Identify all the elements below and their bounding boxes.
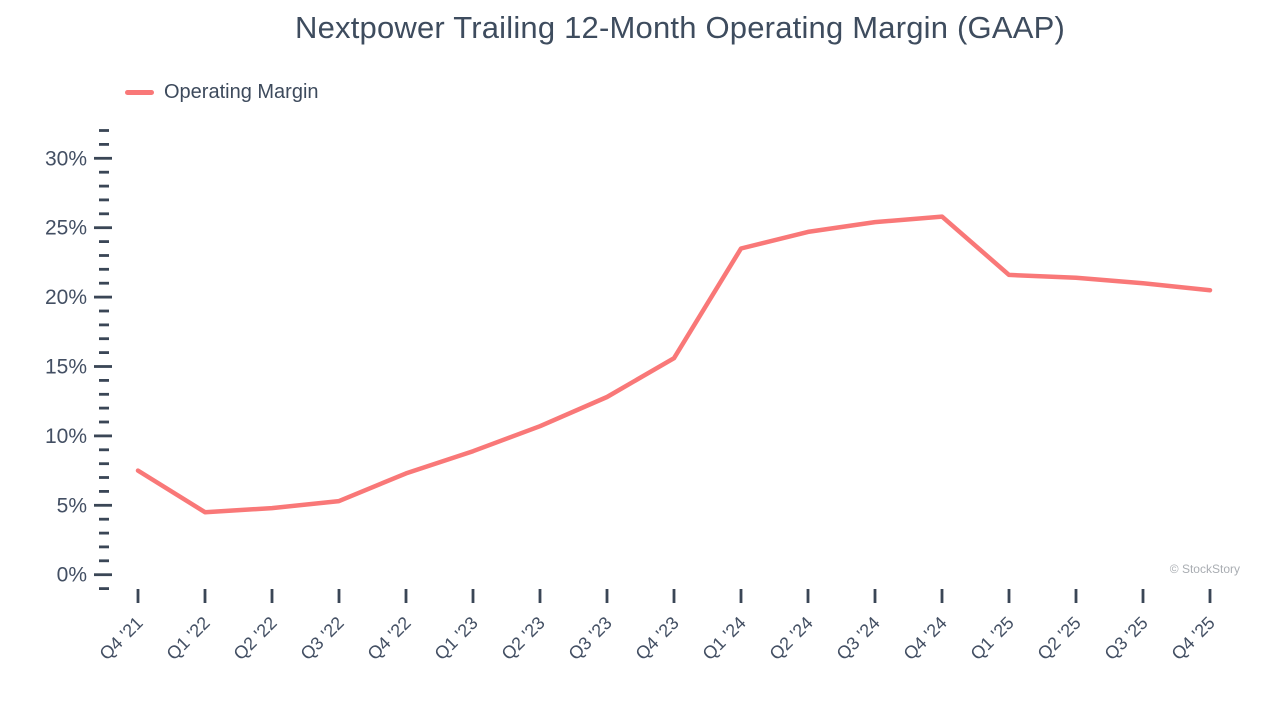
y-axis-label: 20% (45, 286, 87, 309)
y-minor-tick (99, 170, 109, 174)
x-axis-label: Q3 '25 (1101, 613, 1152, 664)
x-major-tick (203, 589, 207, 603)
watermark: © StockStory (1169, 562, 1240, 576)
x-major-tick (404, 589, 408, 603)
y-minor-tick (99, 184, 109, 188)
x-axis-label: Q1 '23 (431, 613, 482, 664)
legend: Operating Margin (125, 80, 319, 104)
x-major-tick (873, 589, 877, 603)
y-minor-tick (99, 337, 109, 341)
x-major-tick (806, 589, 810, 603)
x-axis-label: Q2 '23 (498, 613, 549, 664)
y-minor-tick (99, 129, 109, 132)
x-major-tick (136, 589, 140, 603)
y-major-tick (94, 295, 112, 299)
y-minor-tick (99, 448, 109, 452)
y-axis-label: 25% (45, 217, 87, 240)
y-minor-tick (99, 212, 109, 216)
x-major-tick (1074, 589, 1078, 603)
y-minor-tick (99, 517, 109, 521)
x-axis-label: Q2 '25 (1034, 613, 1085, 664)
x-axis-label: Q4 '25 (1168, 613, 1219, 664)
y-major-tick (94, 434, 112, 438)
legend-line-swatch (125, 89, 154, 95)
y-minor-tick (99, 420, 109, 424)
x-axis-label: Q4 '22 (364, 613, 415, 664)
x-axis-label: Q4 '24 (900, 613, 951, 664)
y-major-tick (94, 365, 112, 368)
x-axis-label: Q2 '24 (766, 613, 817, 664)
x-axis-label: Q3 '24 (833, 613, 884, 664)
x-major-tick (471, 589, 475, 603)
x-major-tick (605, 589, 609, 603)
y-minor-tick (99, 323, 109, 327)
y-major-tick (94, 503, 112, 507)
x-major-tick (940, 589, 944, 603)
y-axis: 0% 5% 10% 15% 20% 25% 30% (45, 129, 112, 590)
x-major-tick (1007, 589, 1011, 603)
y-minor-tick (99, 379, 109, 382)
y-minor-tick (99, 559, 109, 563)
x-axis-label: Q1 '24 (699, 613, 750, 664)
y-axis-label: 10% (45, 425, 87, 448)
y-minor-tick (99, 476, 109, 479)
y-minor-tick (99, 254, 109, 257)
y-minor-tick (99, 267, 109, 271)
y-minor-tick (99, 587, 109, 590)
y-axis-label: 0% (57, 564, 87, 587)
x-major-tick (538, 589, 542, 603)
y-minor-tick (99, 309, 109, 313)
x-major-tick (1141, 589, 1145, 603)
y-minor-tick (99, 198, 109, 202)
x-axis-label: Q4 '23 (632, 613, 683, 664)
x-axis-label: Q1 '22 (163, 613, 214, 664)
x-major-tick (1208, 589, 1212, 603)
y-minor-tick (99, 240, 109, 243)
y-minor-tick (99, 545, 109, 549)
x-major-tick (337, 589, 341, 603)
legend-label: Operating Margin (164, 80, 319, 103)
operating-margin-line (135, 214, 1213, 515)
y-minor-tick (99, 392, 109, 396)
x-axis-label: Q1 '25 (967, 613, 1018, 664)
y-minor-tick (99, 281, 109, 285)
y-minor-tick (99, 531, 109, 535)
y-axis-label: 15% (45, 356, 87, 379)
x-axis-label: Q4 '21 (96, 613, 147, 664)
y-minor-tick (99, 490, 109, 493)
x-major-tick (672, 589, 676, 603)
y-major-tick (94, 156, 112, 160)
y-axis-label: 5% (57, 494, 87, 517)
y-axis-label: 30% (45, 147, 87, 170)
y-major-tick (94, 573, 112, 577)
y-minor-tick (99, 406, 109, 410)
x-axis-label: Q3 '23 (565, 613, 616, 664)
y-minor-tick (99, 462, 109, 466)
x-axis: Q4 '21 Q1 '22 Q2 '22 Q3 '22 Q4 '22 Q1 '23 Q2 '… (96, 589, 1219, 664)
chart-title: Nextpower Trailing 12-Month Operating Ma… (294, 10, 1066, 45)
y-minor-tick (99, 351, 109, 354)
y-major-tick (94, 226, 112, 230)
x-major-tick (270, 589, 274, 603)
x-axis-label: Q3 '22 (297, 613, 348, 664)
y-minor-tick (99, 143, 109, 146)
x-major-tick (739, 589, 743, 603)
x-axis-label: Q2 '22 (230, 613, 281, 664)
